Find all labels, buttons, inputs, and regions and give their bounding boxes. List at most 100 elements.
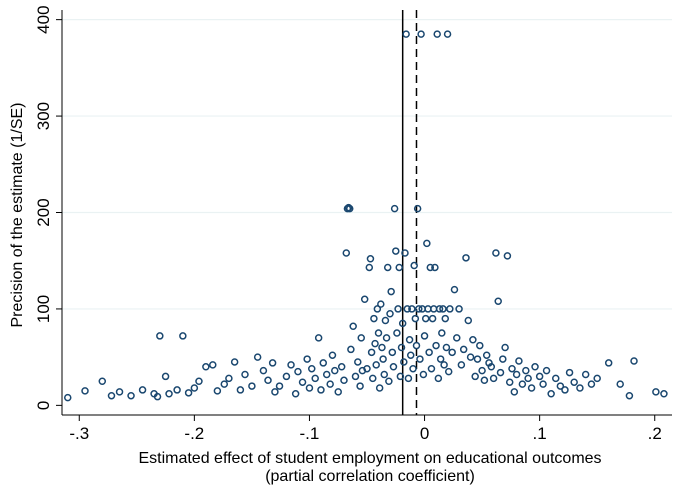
data-point-18 <box>209 361 217 369</box>
data-point-15 <box>190 384 199 392</box>
data-point-3 <box>107 391 116 400</box>
x-tick-label-2: -.1 <box>300 424 320 443</box>
x-axis-title: Estimated effect of student employment o… <box>138 450 601 467</box>
data-point-28 <box>264 376 272 385</box>
data-point-2 <box>98 377 107 385</box>
data-point-89 <box>394 305 402 313</box>
data-point-128 <box>439 305 447 313</box>
data-point-176 <box>561 386 569 394</box>
data-point-155 <box>494 297 502 305</box>
data-point-6 <box>138 386 147 394</box>
data-point-141 <box>462 254 470 262</box>
x-tick-label-0: -.3 <box>69 424 89 443</box>
y-tick-label-1: 100 <box>34 295 53 323</box>
data-point-21 <box>225 374 233 383</box>
data-point-72 <box>374 329 383 337</box>
data-point-153 <box>489 374 498 383</box>
data-point-118 <box>427 364 436 373</box>
data-point-148 <box>478 366 486 375</box>
data-point-95 <box>401 249 409 257</box>
data-point-62 <box>360 295 369 304</box>
data-point-58 <box>354 358 362 366</box>
data-point-20 <box>220 380 229 388</box>
data-point-10 <box>161 372 170 381</box>
data-point-23 <box>236 386 245 394</box>
data-point-103 <box>410 261 418 270</box>
data-point-175 <box>556 382 565 390</box>
data-point-173 <box>547 390 555 398</box>
x-tick-label-5: .2 <box>648 424 662 443</box>
data-point-14 <box>184 389 193 397</box>
data-point-178 <box>570 378 578 386</box>
data-point-65 <box>366 255 375 263</box>
data-point-185 <box>625 391 634 400</box>
data-point-22 <box>230 358 239 366</box>
data-point-24 <box>241 370 249 379</box>
data-point-12 <box>173 386 181 394</box>
data-point-93 <box>398 319 407 328</box>
data-point-166 <box>522 366 530 375</box>
data-point-183 <box>604 359 613 367</box>
y-axis-title: Precision of the estimate (1/SE) <box>9 103 26 328</box>
y-tick-label-3: 300 <box>34 102 53 130</box>
data-point-66 <box>367 348 376 357</box>
data-point-174 <box>552 374 560 383</box>
x-tick-label-1: -.2 <box>184 424 204 443</box>
data-point-26 <box>253 353 262 361</box>
data-point-80 <box>383 263 392 272</box>
data-point-169 <box>531 363 539 371</box>
data-point-50 <box>340 376 348 385</box>
data-point-25 <box>248 382 256 390</box>
reference-lines <box>401 10 418 415</box>
y-tick-label-2: 200 <box>34 198 53 226</box>
data-point-159 <box>503 252 512 260</box>
data-point-156 <box>496 368 505 377</box>
data-point-160 <box>505 378 514 386</box>
data-point-96 <box>402 30 410 38</box>
data-point-122 <box>432 341 440 350</box>
data-point-39 <box>308 364 316 373</box>
data-point-4 <box>115 388 124 396</box>
data-point-30 <box>271 388 279 396</box>
y-tick-label-0: 0 <box>34 401 53 410</box>
data-point-158 <box>501 343 509 352</box>
data-point-177 <box>565 368 574 377</box>
data-point-133 <box>444 367 453 376</box>
data-point-125 <box>435 305 444 313</box>
data-point-180 <box>581 370 590 379</box>
data-point-48 <box>334 388 342 396</box>
data-point-91 <box>396 372 405 381</box>
data-point-167 <box>524 374 532 383</box>
data-point-52 <box>343 204 352 213</box>
data-point-154 <box>492 249 500 257</box>
data-point-146 <box>473 355 482 363</box>
data-point-47 <box>331 366 339 375</box>
data-points <box>64 30 668 402</box>
data-point-186 <box>630 357 638 365</box>
data-point-168 <box>527 384 536 392</box>
data-point-82 <box>386 310 394 318</box>
tick-labels: 0 100 200 300 400 -.3 -.2 -.1 0 .1 .2 <box>34 5 662 443</box>
data-point-104 <box>411 314 420 323</box>
data-point-127 <box>438 329 446 337</box>
data-point-60 <box>357 334 365 342</box>
data-point-179 <box>576 384 584 392</box>
data-point-35 <box>294 367 302 376</box>
data-point-172 <box>542 366 551 375</box>
data-point-36 <box>298 378 307 386</box>
data-point-1 <box>81 387 89 395</box>
data-point-83 <box>387 287 395 296</box>
data-point-13 <box>179 332 187 340</box>
data-point-68 <box>370 314 378 323</box>
data-point-84 <box>388 348 397 357</box>
data-point-56 <box>349 322 357 331</box>
x-tick-label-4: .1 <box>533 424 547 443</box>
data-point-76 <box>379 355 387 363</box>
data-point-59 <box>356 382 364 390</box>
data-point-100 <box>406 351 415 359</box>
data-point-42 <box>317 386 325 394</box>
data-point-113 <box>421 314 430 323</box>
data-point-101 <box>408 305 416 313</box>
y-tick-label-4: 400 <box>34 5 53 33</box>
